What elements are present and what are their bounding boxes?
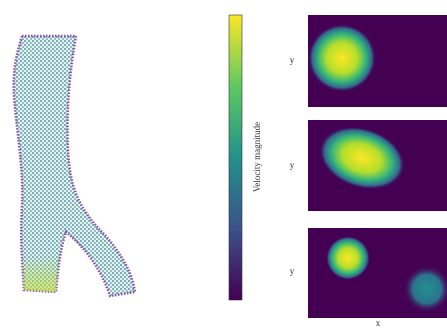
panel: y	[290, 120, 447, 211]
vessel	[12, 34, 137, 298]
y-label: y	[290, 266, 295, 276]
colorbar	[228, 14, 243, 301]
panel: y	[290, 15, 447, 107]
panel: y x	[290, 228, 447, 328]
y-label: y	[290, 55, 295, 65]
x-label: x	[376, 318, 381, 328]
colorbar-label: Velocity magnitude	[252, 122, 262, 192]
y-label: y	[290, 160, 295, 170]
